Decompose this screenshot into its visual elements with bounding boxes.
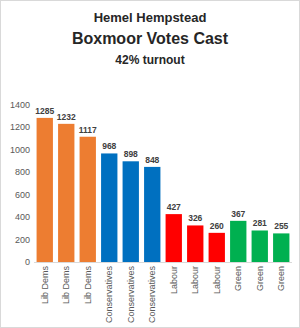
tick-mark — [31, 105, 34, 106]
data-label: 1117 — [79, 125, 97, 135]
data-label: 281 — [253, 218, 267, 228]
tick-mark — [31, 239, 34, 240]
title: Hemel Hempstead — [94, 10, 207, 25]
chart-frame — [1, 1, 300, 328]
y-tick-label: 0 — [25, 257, 30, 267]
x-tick-label: Green — [255, 266, 265, 291]
x-tick-label: Conservatives — [104, 266, 114, 324]
x-axis: Lib Dems Lib Dems Lib Dems Conservatives Con… — [40, 266, 287, 324]
y-tick-label: 1000 — [10, 145, 30, 155]
data-label: 1285 — [35, 106, 54, 116]
tick-mark — [31, 172, 34, 173]
tick-mark — [31, 149, 34, 150]
x-tick-label: Green — [276, 266, 286, 291]
bar — [166, 214, 182, 262]
data-label: 898 — [124, 149, 138, 159]
data-label: 255 — [274, 221, 288, 231]
data-labels: 128512321117 968 898 848 427 326 260 367 281 255 — [35, 106, 288, 232]
data-label: 367 — [231, 209, 245, 219]
x-tick-label: Lib Dems — [83, 266, 93, 305]
bar — [209, 233, 225, 262]
y-tick-label: 1400 — [10, 100, 30, 110]
x-tick-label: Green — [233, 266, 243, 291]
x-tick-label: Lib Dems — [40, 266, 50, 305]
bar — [187, 225, 203, 262]
tick-mark — [31, 194, 34, 195]
y-tick-label: 1200 — [10, 122, 30, 132]
bar — [101, 153, 117, 262]
y-tick-label: 200 — [15, 235, 30, 245]
x-tick-label: Labour — [169, 266, 179, 294]
x-tick-label: Labour — [212, 266, 222, 294]
data-label: 1232 — [57, 112, 76, 122]
bars — [37, 118, 290, 262]
x-axis-line — [34, 262, 292, 263]
subtitle: Boxmoor Votes Cast — [72, 30, 229, 47]
chart: Hemel Hempstead Boxmoor Votes Cast 42% tur… — [0, 0, 300, 328]
bar — [144, 167, 160, 262]
y-tick-label: 400 — [15, 212, 30, 222]
x-tick-label: Conservatives — [147, 266, 157, 324]
tick-mark — [31, 127, 34, 128]
annotation: 42% turnout — [115, 53, 184, 67]
x-tick-label: Labour — [190, 266, 200, 294]
bar — [273, 233, 289, 262]
bar — [80, 137, 96, 262]
x-tick-label: Conservatives — [126, 266, 136, 324]
data-label: 326 — [188, 213, 202, 223]
bar — [37, 118, 53, 262]
bar — [230, 221, 246, 262]
tick-mark — [31, 217, 34, 218]
tick-mark — [31, 262, 34, 263]
chart-container: Hemel Hempstead Boxmoor Votes Cast 42% tur… — [0, 0, 300, 328]
bar — [123, 161, 139, 262]
bar — [58, 124, 74, 262]
y-tick-label: 800 — [15, 167, 30, 177]
y-tick-label: 600 — [15, 190, 30, 200]
data-label: 968 — [102, 141, 116, 151]
y-axis: 0 200 400 600 800 1000 1200 1400 — [10, 100, 34, 267]
data-label: 260 — [210, 221, 224, 231]
bar — [252, 230, 268, 262]
x-tick-label: Lib Dems — [61, 266, 71, 305]
data-label: 427 — [167, 202, 181, 212]
data-label: 848 — [145, 155, 159, 165]
